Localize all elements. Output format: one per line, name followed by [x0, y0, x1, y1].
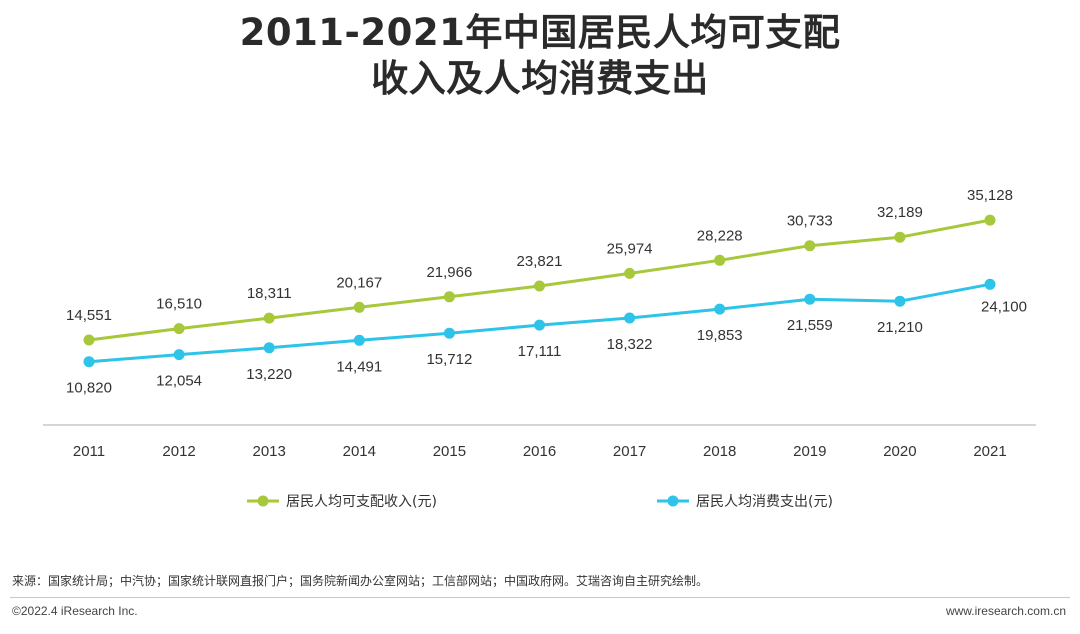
data-point-consumption [804, 293, 816, 305]
data-label: 14,491 [336, 358, 382, 375]
data-label: 12,054 [156, 373, 202, 390]
data-label: 17,111 [518, 343, 562, 360]
data-point-income [804, 240, 816, 252]
data-point-consumption [894, 295, 906, 307]
data-label: 35,128 [967, 187, 1013, 204]
data-label: 28,228 [697, 227, 743, 244]
data-point-income [624, 267, 636, 279]
data-point-consumption [443, 327, 455, 339]
x-tick-label: 2016 [523, 443, 556, 460]
data-label: 21,966 [426, 264, 472, 281]
data-label: 21,210 [877, 319, 923, 336]
data-point-consumption [534, 319, 545, 331]
data-label: 20,167 [336, 274, 382, 291]
x-tick-label: 2020 [883, 443, 916, 460]
data-point-income [173, 323, 185, 335]
data-point-income [714, 254, 726, 266]
data-label: 18,311 [247, 285, 292, 302]
website-link[interactable]: www.iresearch.com.cn [945, 604, 1066, 618]
data-label: 18,322 [607, 336, 653, 353]
x-tick-label: 2018 [703, 443, 736, 460]
data-point-income [894, 231, 906, 243]
data-point-consumption [714, 303, 726, 315]
x-tick-label: 2021 [973, 443, 1006, 460]
data-label: 14,551 [66, 307, 112, 324]
x-tick-label: 2011 [73, 443, 105, 460]
legend-swatch-marker [667, 495, 679, 507]
chart-title-line-2: 收入及人均消费支出 [371, 57, 709, 100]
x-tick-label: 2017 [613, 443, 646, 460]
data-point-income [534, 280, 545, 292]
x-tick-label: 2019 [793, 443, 826, 460]
data-point-income [83, 334, 95, 346]
data-point-consumption [624, 312, 636, 324]
chart-title-line-1: 2011-2021年中国居民人均可支配 [239, 11, 841, 54]
source-note: 来源：国家统计局；中汽协；国家统计联网直报门户；国务院新闻办公室网站；工信部网站… [12, 574, 709, 588]
data-label: 13,220 [246, 366, 292, 383]
data-label: 30,733 [787, 213, 833, 230]
data-point-income [443, 291, 455, 303]
x-tick-label: 2014 [343, 443, 376, 460]
data-point-consumption [173, 349, 185, 361]
chart-title: 2011-2021年中国居民人均可支配 收入及人均消费支出 [0, 10, 1080, 102]
data-point-consumption [263, 342, 275, 354]
legend-label: 居民人均可支配收入(元) [286, 494, 437, 510]
data-label: 10,820 [66, 380, 112, 397]
data-point-consumption [984, 278, 996, 290]
x-tick-label: 2015 [433, 443, 466, 460]
line-chart: 2011 2012 2013 2014 2015 2016 2017 2018 2019 2020… [43, 187, 1036, 510]
legend-label: 居民人均消费支出(元) [696, 494, 833, 510]
data-label: 25,974 [607, 240, 653, 257]
x-tick-label: 2013 [253, 443, 286, 460]
data-point-income [984, 214, 996, 226]
legend-swatch-marker [257, 495, 269, 507]
data-point-income [353, 301, 365, 313]
footer-divider [10, 597, 1070, 598]
copyright-text: ©2022.4 iResearch Inc. [12, 604, 138, 618]
data-label: 16,510 [156, 296, 202, 313]
data-label: 23,821 [517, 253, 563, 270]
data-label: 21,559 [787, 317, 833, 334]
data-point-income [263, 312, 275, 324]
data-point-consumption [83, 356, 95, 368]
data-label: 24,100 [981, 298, 1027, 315]
data-label: 15,712 [426, 351, 472, 368]
x-tick-label: 2012 [162, 443, 195, 460]
data-point-consumption [353, 334, 365, 346]
data-label: 32,189 [877, 204, 923, 221]
data-label: 19,853 [697, 327, 743, 344]
